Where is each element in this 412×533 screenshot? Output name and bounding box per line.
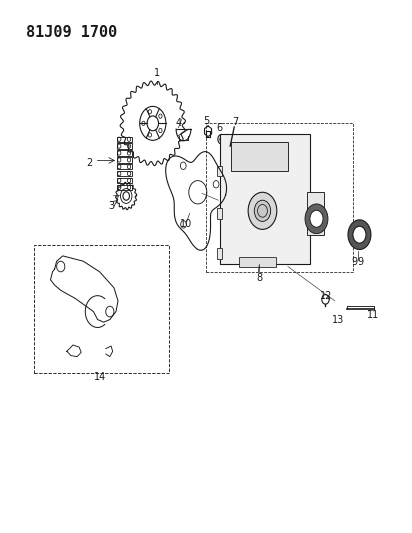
Circle shape: [310, 211, 323, 227]
Text: 3: 3: [108, 200, 114, 211]
Text: 81J09 1700: 81J09 1700: [26, 25, 117, 41]
Circle shape: [348, 220, 371, 249]
Bar: [117, 157, 131, 163]
Bar: [117, 178, 131, 183]
Bar: [117, 136, 131, 142]
Text: 9: 9: [357, 257, 363, 267]
Text: 10: 10: [180, 219, 192, 229]
Bar: [206, 123, 353, 272]
Bar: [34, 245, 169, 373]
Text: 6: 6: [217, 123, 223, 133]
Circle shape: [254, 200, 271, 221]
Text: 2: 2: [86, 158, 93, 168]
Bar: [217, 166, 222, 176]
Bar: [117, 143, 131, 149]
Circle shape: [305, 204, 328, 233]
Text: 9: 9: [351, 257, 357, 267]
Bar: [117, 164, 131, 169]
Bar: [220, 134, 310, 264]
Circle shape: [248, 192, 277, 229]
Text: 4: 4: [175, 118, 181, 128]
Circle shape: [310, 206, 321, 221]
Text: 7: 7: [232, 117, 239, 127]
Text: 12: 12: [320, 290, 332, 301]
Bar: [117, 171, 131, 176]
Text: 1: 1: [154, 68, 160, 78]
Text: 5: 5: [203, 116, 209, 126]
Text: 11: 11: [367, 310, 379, 320]
Text: 13: 13: [332, 314, 344, 325]
Text: 14: 14: [94, 372, 106, 382]
Bar: [217, 208, 222, 219]
Bar: [117, 150, 131, 156]
Text: 8: 8: [256, 273, 262, 283]
Bar: [307, 192, 324, 235]
Circle shape: [353, 226, 366, 243]
Bar: [117, 185, 131, 190]
Bar: [239, 257, 276, 266]
Bar: [217, 248, 222, 259]
Bar: [231, 142, 288, 171]
